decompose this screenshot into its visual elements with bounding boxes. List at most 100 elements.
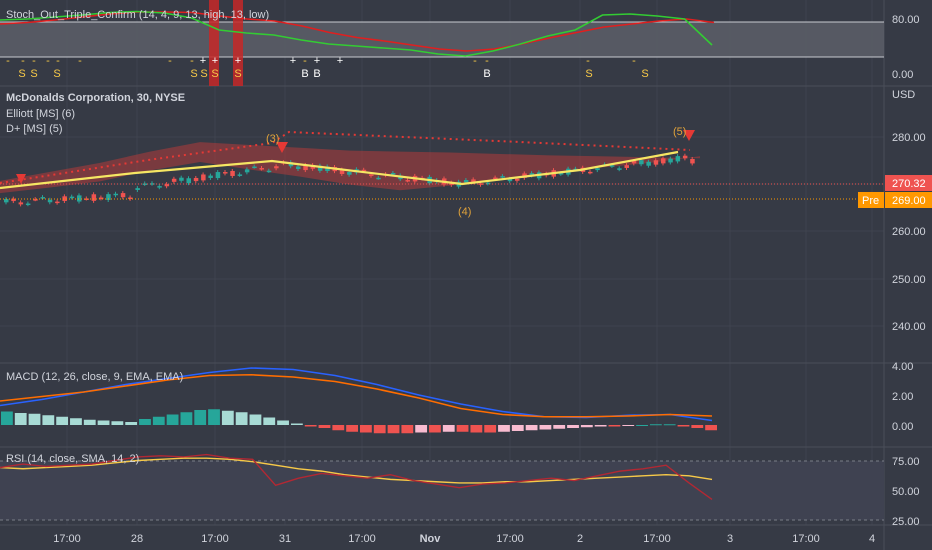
macd-hist-bar (194, 410, 207, 425)
stoch-title: Stoch_Out_Triple_Confirm (14, 4, 9, 13, … (6, 9, 269, 21)
macd-hist-bar (263, 417, 276, 425)
macd-hist-bar (166, 414, 179, 425)
stoch-fast-line (0, 10, 713, 57)
macd-hist-bar (691, 425, 704, 428)
signal-letter: S (53, 68, 60, 80)
candle-body (113, 193, 118, 196)
indicator-dplus: D+ [MS] (5) (6, 123, 63, 135)
macd-signal-line (0, 373, 713, 418)
candle-body (91, 194, 97, 201)
macd-hist-bar (470, 425, 483, 433)
candle-body (617, 168, 622, 170)
time-tick: 3 (727, 533, 733, 545)
candle-body (390, 172, 396, 175)
candle-body (223, 172, 228, 174)
candle-body (179, 177, 184, 181)
candle-body (84, 198, 89, 200)
macd-hist-bar (498, 425, 510, 432)
signal-letter: B (301, 68, 308, 80)
candle-body (33, 199, 38, 201)
macd-hist-bar (636, 425, 648, 426)
candle-body (157, 186, 162, 188)
macd-hist-bar (180, 412, 193, 425)
candle-body (376, 177, 381, 180)
macd-hist-bar (249, 414, 262, 425)
macd-hist-bar (56, 416, 69, 425)
elliott-wave-line (0, 150, 679, 190)
rsi-title: RSI (14, close, SMA, 14, 2) (6, 453, 139, 465)
stoch-pane[interactable]: Stoch_Out_Triple_Confirm (14, 4, 9, 13, … (0, 0, 884, 86)
candle-body (303, 164, 308, 171)
signal-marker: - (168, 55, 172, 67)
signal-marker: + (200, 55, 206, 67)
candle-body (639, 160, 644, 165)
cloud-band (0, 142, 700, 194)
wave-label-3: (3) (266, 133, 279, 145)
signal-letter: B (313, 68, 320, 80)
macd-hist-bar (14, 413, 27, 425)
candle-body (171, 178, 177, 182)
macd-hist-bar (580, 425, 593, 428)
pre-price-badge (885, 192, 932, 208)
macd-hist-bar (387, 425, 400, 434)
candle-body (128, 197, 133, 200)
time-tick: 17:00 (643, 533, 671, 545)
time-tick: 17:00 (201, 533, 229, 545)
candle-body (150, 183, 155, 185)
candle-body (215, 172, 221, 179)
signal-letter: S (18, 68, 25, 80)
candle-body (682, 155, 688, 159)
signal-marker: + (235, 55, 241, 67)
currency-label: USD (892, 89, 915, 101)
time-tick: 17:00 (792, 533, 820, 545)
candle-body (274, 166, 279, 169)
rsi-line (0, 453, 713, 501)
indicator-elliott: Elliott [MS] (6) (6, 108, 75, 120)
signals-row: - - - - - - - - + + + + - + + - - - -S S S S S S S B B B S S (6, 55, 649, 80)
time-tick: 2 (577, 533, 583, 545)
macd-hist-bar (70, 418, 82, 425)
candle-body (661, 158, 666, 164)
macd-hist-bar (332, 425, 345, 431)
candle-body (18, 202, 24, 205)
macd-hist-bar (28, 413, 41, 425)
macd-hist-bar (152, 416, 165, 425)
signal-marker: - (32, 55, 36, 67)
signal-marker: - (190, 55, 194, 67)
macd-hist-bar (525, 425, 538, 431)
macd-hist-bar (484, 425, 497, 433)
macd-pane[interactable]: MACD (12, 26, close, 9, EMA, EMA) (0, 367, 717, 434)
candle-body (609, 165, 615, 167)
price-axis[interactable]: 80.00 0.00 USD 280.00 260.00 250.00 240.… (858, 14, 932, 528)
time-axis[interactable]: 17:00 28 17:00 31 17:00 Nov 17:00 2 17:00 3 17:00 4 (53, 533, 875, 545)
signal-marker: - (46, 55, 50, 67)
signal-letter: S (234, 68, 241, 80)
signal-marker: - (21, 55, 25, 67)
candle-body (98, 197, 104, 200)
last-price-badge (885, 175, 932, 191)
stoch-slow-line (0, 11, 715, 52)
candle-body (237, 174, 243, 176)
candle-body (244, 169, 250, 173)
main-pane[interactable]: (3) (4) (5) McDonalds Corporation, 30, N… (0, 92, 884, 218)
stoch-band (0, 22, 884, 57)
signal-letter: S (211, 68, 218, 80)
rsi-pane[interactable]: RSI (14, close, SMA, 14, 2) (0, 453, 884, 521)
pre-tag (858, 192, 884, 208)
time-tick: 4 (869, 533, 875, 545)
wave-label-5: (5) (673, 126, 686, 138)
signal-marker: + (212, 55, 218, 67)
candle-body (47, 199, 53, 203)
signal-marker: - (303, 55, 307, 67)
candle-body (646, 161, 651, 166)
macd-histogram (1, 409, 717, 434)
candle-body (507, 178, 513, 182)
macd-hist-bar (97, 420, 110, 425)
candle-body (529, 173, 535, 176)
macd-title: MACD (12, 26, close, 9, EMA, EMA) (6, 371, 183, 383)
candle-body (69, 196, 75, 199)
candle-body (500, 176, 505, 178)
candle-body (135, 188, 140, 190)
